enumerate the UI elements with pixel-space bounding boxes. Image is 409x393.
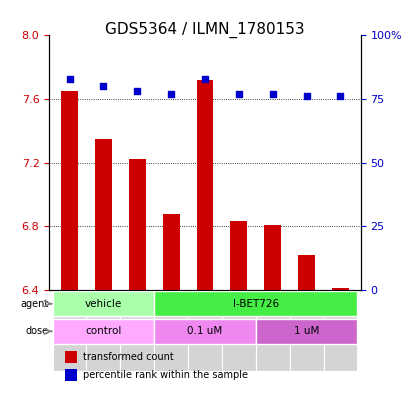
- Text: agent: agent: [20, 299, 48, 309]
- Point: [66, 75, 73, 82]
- FancyBboxPatch shape: [255, 292, 289, 371]
- FancyBboxPatch shape: [86, 292, 120, 371]
- Bar: [297, 255, 314, 290]
- Bar: [196, 80, 213, 290]
- Bar: [128, 160, 145, 290]
- Text: I-BET726: I-BET726: [232, 299, 278, 309]
- FancyBboxPatch shape: [52, 292, 86, 371]
- FancyBboxPatch shape: [154, 291, 357, 316]
- Text: GDS5364 / ILMN_1780153: GDS5364 / ILMN_1780153: [105, 22, 304, 38]
- Text: control: control: [85, 326, 121, 336]
- Text: dose: dose: [25, 326, 48, 336]
- Bar: [162, 213, 179, 290]
- Text: 1 uM: 1 uM: [293, 326, 319, 336]
- Bar: [230, 222, 247, 290]
- FancyBboxPatch shape: [154, 319, 255, 344]
- Text: percentile rank within the sample: percentile rank within the sample: [83, 370, 248, 380]
- Bar: [65, 351, 77, 363]
- Point: [167, 91, 174, 97]
- FancyBboxPatch shape: [221, 292, 255, 371]
- FancyBboxPatch shape: [188, 292, 221, 371]
- Bar: [61, 91, 78, 290]
- Bar: [331, 288, 348, 290]
- Point: [235, 91, 242, 97]
- Bar: [65, 369, 77, 381]
- FancyBboxPatch shape: [255, 319, 357, 344]
- Point: [201, 75, 208, 82]
- Point: [100, 83, 106, 90]
- FancyBboxPatch shape: [52, 291, 154, 316]
- Text: 0.1 uM: 0.1 uM: [187, 326, 222, 336]
- Point: [269, 91, 275, 97]
- FancyBboxPatch shape: [323, 292, 357, 371]
- Point: [336, 93, 343, 99]
- Text: vehicle: vehicle: [85, 299, 122, 309]
- Bar: [264, 225, 281, 290]
- FancyBboxPatch shape: [120, 292, 154, 371]
- Point: [134, 88, 140, 94]
- FancyBboxPatch shape: [154, 292, 188, 371]
- Bar: [95, 139, 112, 290]
- Text: transformed count: transformed count: [83, 352, 174, 362]
- FancyBboxPatch shape: [289, 292, 323, 371]
- FancyBboxPatch shape: [52, 319, 154, 344]
- Point: [303, 93, 309, 99]
